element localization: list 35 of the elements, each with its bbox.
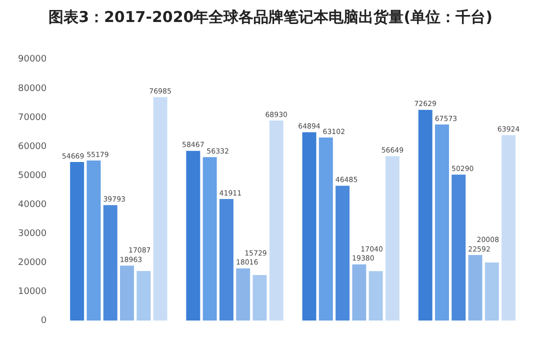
bar xyxy=(252,274,267,321)
y-tick-label: 60000 xyxy=(18,142,47,152)
bar xyxy=(368,271,383,321)
y-tick-label: 50000 xyxy=(18,170,47,181)
bar xyxy=(70,162,84,321)
bar xyxy=(352,264,366,321)
bar xyxy=(202,157,217,321)
bar xyxy=(452,174,466,321)
bar xyxy=(468,255,482,321)
y-tick-label: 10000 xyxy=(18,286,47,297)
bar xyxy=(502,135,516,321)
y-tick-label: 30000 xyxy=(18,228,47,239)
bar xyxy=(153,97,168,321)
bar xyxy=(269,120,284,321)
bar xyxy=(385,156,400,321)
bar xyxy=(103,205,118,321)
y-tick-label: 40000 xyxy=(18,200,47,210)
bar xyxy=(136,271,151,321)
bar xyxy=(318,137,333,321)
bar xyxy=(120,266,134,321)
bar xyxy=(435,124,449,321)
y-tick-label: 90000 xyxy=(18,54,47,65)
bar xyxy=(418,110,432,321)
bar xyxy=(236,268,250,321)
bar xyxy=(336,186,350,321)
y-tick-label: 20000 xyxy=(18,258,47,268)
bar xyxy=(484,262,499,321)
bar xyxy=(302,132,316,321)
bar xyxy=(186,150,200,321)
y-tick-label: 70000 xyxy=(18,112,47,123)
y-tick-label: 0 xyxy=(40,316,47,326)
bar xyxy=(219,198,234,321)
y-tick-label: 80000 xyxy=(18,84,47,94)
chart-title: 图表3：2017-2020年全球各品牌笔记本电脑出货量(单位：千台) xyxy=(48,8,494,27)
bar xyxy=(86,160,101,321)
